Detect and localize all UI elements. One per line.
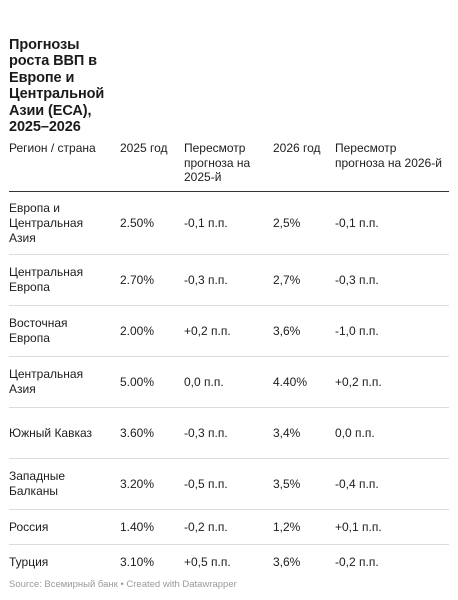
cell-revision-2025: +0,2 п.п. xyxy=(184,323,231,338)
header-revision-2026: Пересмотр прогноза на 2026-й xyxy=(335,141,442,170)
cell-region: Западные Балканы xyxy=(9,469,66,498)
cell-region: Центральная Азия xyxy=(9,367,84,396)
cell-2025: 3.60% xyxy=(120,425,155,440)
cell-2025: 3.10% xyxy=(120,554,155,569)
table-header: Регион / страна 2025 год Пересмотр прогн… xyxy=(9,134,449,192)
cell-2025: 2.00% xyxy=(120,323,155,338)
cell-revision-2025: +0,5 п.п. xyxy=(184,554,231,569)
cell-region: Россия xyxy=(9,519,49,534)
cell-region: Центральная Европа xyxy=(9,265,84,294)
cell-revision-2026: -1,0 п.п. xyxy=(335,323,379,338)
cell-revision-2026: +0,2 п.п. xyxy=(335,374,382,389)
gdp-forecast-table: Регион / страна 2025 год Пересмотр прогн… xyxy=(9,134,449,579)
table-body: Европа и Центральная Азия 2.50% -0,1 п.п. 2… xyxy=(9,192,449,579)
cell-revision-2026: -0,1 п.п. xyxy=(335,215,379,230)
cell-region: Восточная Европа xyxy=(9,316,68,345)
cell-revision-2026: -0,4 п.п. xyxy=(335,476,379,491)
cell-revision-2026: +0,1 п.п. xyxy=(335,519,382,534)
table-row: Россия 1.40% -0,2 п.п. 1,2% +0,1 п.п. xyxy=(9,510,449,545)
table-row: Восточная Европа 2.00% +0,2 п.п. 3,6% -1,0 п… xyxy=(9,306,449,357)
cell-2026: 3,6% xyxy=(273,554,301,569)
table-row: Южный Кавказ 3.60% -0,3 п.п. 3,4% 0,0 п.п. xyxy=(9,408,449,459)
header-revision-2025: Пересмотр прогноза на 2025-й xyxy=(184,141,251,184)
cell-2025: 3.20% xyxy=(120,476,155,491)
cell-2026: 1,2% xyxy=(273,519,301,534)
cell-revision-2026: -0,2 п.п. xyxy=(335,554,379,569)
cell-2026: 2,5% xyxy=(273,215,301,230)
cell-revision-2025: -0,5 п.п. xyxy=(184,476,228,491)
cell-revision-2025: -0,2 п.п. xyxy=(184,519,228,534)
cell-revision-2025: -0,1 п.п. xyxy=(184,215,228,230)
chart-title: Прогнозы роста ВВП в Европе и Центрально… xyxy=(9,37,105,136)
table-row: Турция 3.10% +0,5 п.п. 3,6% -0,2 п.п. xyxy=(9,545,449,579)
cell-revision-2025: 0,0 п.п. xyxy=(184,374,224,389)
cell-revision-2025: -0,3 п.п. xyxy=(184,425,228,440)
cell-2025: 2.50% xyxy=(120,215,155,230)
cell-2025: 5.00% xyxy=(120,374,155,389)
cell-2026: 3,6% xyxy=(273,323,301,338)
header-2026: 2026 год xyxy=(273,141,321,155)
table-row: Западные Балканы 3.20% -0,5 п.п. 3,5% -0,4 п… xyxy=(9,459,449,510)
cell-2026: 4.40% xyxy=(273,374,308,389)
table-row: Центральная Азия 5.00% 0,0 п.п. 4.40% +0,2 п… xyxy=(9,357,449,408)
cell-revision-2026: -0,3 п.п. xyxy=(335,272,379,287)
cell-2026: 3,5% xyxy=(273,476,301,491)
cell-region: Европа и Центральная Азия xyxy=(9,200,84,245)
cell-2025: 1.40% xyxy=(120,519,155,534)
cell-2026: 2,7% xyxy=(273,272,301,287)
header-2025: 2025 год xyxy=(120,141,168,155)
cell-region: Турция xyxy=(9,554,49,569)
cell-2026: 3,4% xyxy=(273,425,301,440)
table-row: Европа и Центральная Азия 2.50% -0,1 п.п. 2… xyxy=(9,192,449,255)
cell-revision-2026: 0,0 п.п. xyxy=(335,425,375,440)
cell-revision-2025: -0,3 п.п. xyxy=(184,272,228,287)
table-row: Центральная Европа 2.70% -0,3 п.п. 2,7% -0,3… xyxy=(9,255,449,306)
cell-region: Южный Кавказ xyxy=(9,425,93,440)
source-footer: Source: Всемирный банк • Created with Da… xyxy=(9,579,237,590)
cell-2025: 2.70% xyxy=(120,272,155,287)
header-region: Регион / страна xyxy=(9,141,96,155)
